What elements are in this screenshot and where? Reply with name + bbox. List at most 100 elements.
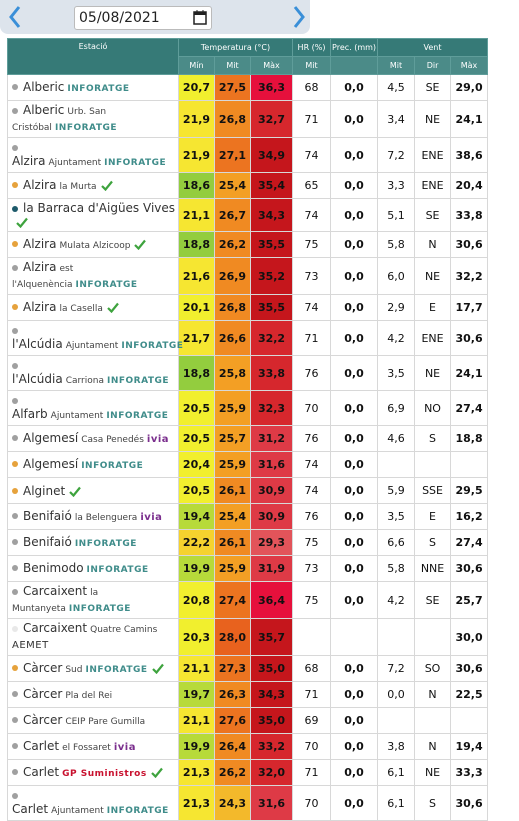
t-min: 20,5 bbox=[178, 390, 215, 426]
header-humidity: HR (%) bbox=[292, 38, 332, 57]
wind-dir bbox=[414, 451, 452, 478]
wind-mit: 3,3 bbox=[377, 172, 416, 199]
t-min: 19,9 bbox=[178, 733, 215, 760]
station-cell: Carcaixent Quatre Camins AEMET bbox=[7, 618, 179, 656]
humidity: 65 bbox=[292, 172, 332, 199]
source-tag: INFORATGE bbox=[75, 280, 138, 290]
source-tag: INFORATGE bbox=[121, 341, 184, 351]
station-place: la Casella bbox=[59, 303, 103, 314]
station-row: Alginet 20,5 26,1 30,9 74 0,0 5,9 SSE 29,5 bbox=[7, 477, 489, 504]
source-tag: ivia bbox=[113, 741, 136, 753]
wind-mit bbox=[377, 618, 416, 656]
wind-dir bbox=[414, 707, 452, 734]
status-dot bbox=[12, 539, 18, 545]
wind-dir: S bbox=[414, 425, 452, 452]
calendar-icon[interactable] bbox=[193, 10, 207, 25]
wind-dir: E bbox=[414, 294, 452, 321]
station-place: el Fossaret bbox=[62, 742, 111, 753]
station-name: Alberic bbox=[23, 79, 65, 94]
t-mit: 24,3 bbox=[214, 785, 251, 821]
source-tag: INFORATGE bbox=[81, 460, 144, 471]
wind-mit: 5,8 bbox=[377, 231, 416, 258]
t-mit: 25,4 bbox=[214, 503, 251, 530]
t-max: 31,2 bbox=[249, 425, 294, 452]
t-mit: 26,2 bbox=[214, 759, 251, 786]
header-precipitation: Prec. (mm) bbox=[330, 38, 379, 57]
status-dot bbox=[12, 461, 18, 467]
wind-max bbox=[450, 451, 489, 478]
station-row: l'Alcúdia Carriona INFORATGE 18,8 25,8 33,8 76… bbox=[7, 355, 489, 391]
wind-dir: E bbox=[414, 503, 452, 530]
status-dot bbox=[12, 588, 18, 595]
station-name: Carcaixent bbox=[23, 621, 88, 635]
wind-mit: 4,5 bbox=[377, 74, 416, 101]
precipitation: 0,0 bbox=[330, 231, 379, 258]
date-text: 05/08/2021 bbox=[79, 10, 160, 26]
station-cell: Càrcer CEIP Pare Gumilla bbox=[7, 707, 179, 734]
t-min: 21,6 bbox=[178, 257, 215, 295]
prev-day-button[interactable] bbox=[8, 5, 22, 29]
t-mit: 27,6 bbox=[214, 707, 251, 734]
next-day-button[interactable] bbox=[292, 5, 306, 29]
wind-max: 25,7 bbox=[450, 581, 489, 619]
station-cell: Alginet bbox=[7, 477, 179, 504]
wind-dir: NE bbox=[414, 257, 452, 295]
header-station: Estació bbox=[7, 38, 179, 75]
precipitation: 0,0 bbox=[330, 320, 379, 356]
station-place: Mulata Alzicoop bbox=[59, 240, 131, 251]
t-mit: 26,6 bbox=[214, 320, 251, 356]
precipitation: 0,0 bbox=[330, 785, 379, 821]
t-max: 34,3 bbox=[249, 198, 294, 232]
station-row: Càrcer Sud INFORATGE 21,1 27,3 35,0 68 0,0 7,2 SO… bbox=[7, 655, 489, 682]
station-row: Alberic Urb. San Cristóbal INFORATGE 21,9 26… bbox=[7, 100, 489, 138]
station-name: Càrcer bbox=[23, 686, 63, 701]
wind-mit: 6,1 bbox=[377, 785, 416, 821]
station-place: la Murta bbox=[59, 181, 97, 192]
t-mit: 26,7 bbox=[214, 198, 251, 232]
humidity: 71 bbox=[292, 320, 332, 356]
wind-dir: NNE bbox=[414, 555, 452, 582]
status-dot bbox=[12, 792, 18, 799]
t-min: 20,1 bbox=[178, 294, 215, 321]
source-tag: INFORATGE bbox=[68, 604, 131, 614]
t-max: 32,3 bbox=[249, 390, 294, 426]
t-mit: 26,8 bbox=[214, 100, 251, 138]
t-max: 35,5 bbox=[249, 231, 294, 258]
wind-mit: 6,0 bbox=[377, 257, 416, 295]
station-row: Benifaió la Belenguera ivia 19,4 25,4 30,9 76 0… bbox=[7, 503, 489, 530]
t-min: 21,1 bbox=[178, 707, 215, 734]
station-place: CEIP Pare Gumilla bbox=[65, 716, 146, 727]
wind-dir: S bbox=[414, 785, 452, 821]
wind-dir: SSE bbox=[414, 477, 452, 504]
station-row: l'Alcúdia Ajuntament INFORATGE 21,7 26,6 32,2… bbox=[7, 320, 489, 356]
wind-max: 30,6 bbox=[450, 555, 489, 582]
t-min: 21,3 bbox=[178, 759, 215, 786]
station-name: Càrcer bbox=[23, 660, 63, 675]
t-max: 35,7 bbox=[249, 618, 294, 656]
station-name: l'Alcúdia bbox=[12, 337, 63, 351]
humidity: 75 bbox=[292, 231, 332, 258]
t-max: 31,9 bbox=[249, 555, 294, 582]
t-max: 34,9 bbox=[249, 137, 294, 173]
t-min: 20,5 bbox=[178, 425, 215, 452]
wind-mit bbox=[377, 451, 416, 478]
humidity: 71 bbox=[292, 100, 332, 138]
station-cell: Alberic Urb. San Cristóbal INFORATGE bbox=[7, 100, 179, 138]
humidity: 74 bbox=[292, 198, 332, 232]
wind-mit bbox=[377, 707, 416, 734]
station-place: est l'Alquenència bbox=[12, 264, 74, 290]
station-cell: Algemesí INFORATGE bbox=[7, 451, 179, 478]
date-input[interactable]: 05/08/2021 bbox=[74, 6, 212, 30]
wind-max: 30,0 bbox=[450, 618, 489, 656]
verified-check bbox=[16, 217, 28, 229]
station-name: Alzira bbox=[23, 236, 57, 251]
wind-dir: NE bbox=[414, 759, 452, 786]
wind-max: 20,4 bbox=[450, 172, 489, 199]
precipitation: 0,0 bbox=[330, 172, 379, 199]
t-max: 35,5 bbox=[249, 294, 294, 321]
precipitation bbox=[330, 618, 379, 656]
station-name: l'Alcúdia bbox=[12, 372, 63, 386]
t-min: 21,3 bbox=[178, 785, 215, 821]
status-dot bbox=[12, 304, 18, 310]
station-cell: l'Alcúdia Ajuntament INFORATGE bbox=[7, 320, 183, 356]
